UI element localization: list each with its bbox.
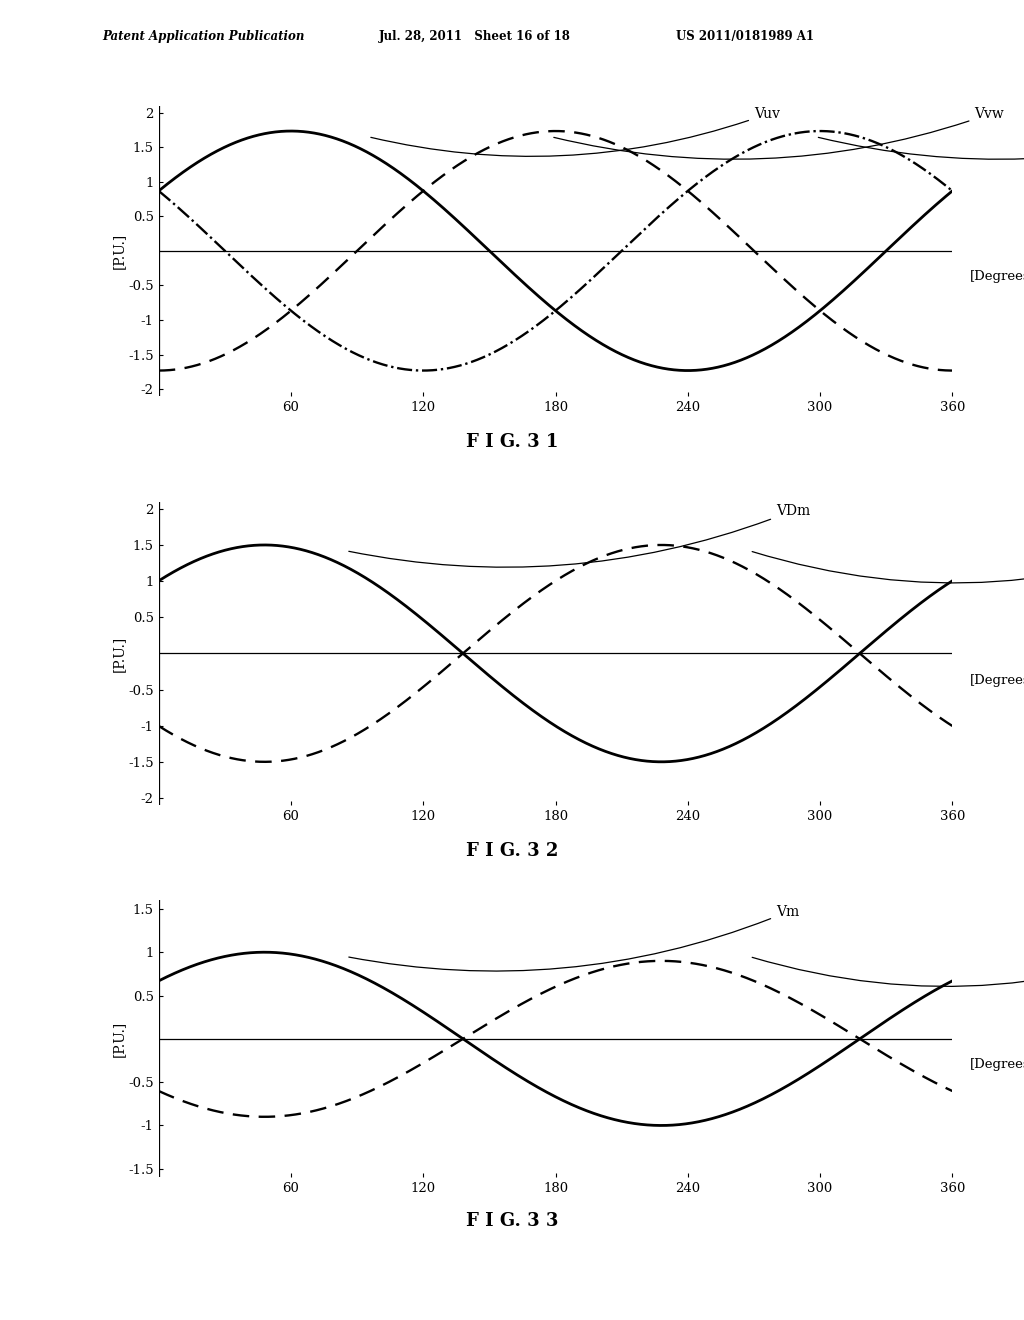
Text: [Degrees]: [Degrees] xyxy=(970,271,1024,284)
Y-axis label: [P.U.]: [P.U.] xyxy=(112,232,126,269)
Text: F I G. 3 1: F I G. 3 1 xyxy=(466,433,558,451)
Text: Patent Application Publication: Patent Application Publication xyxy=(102,30,305,44)
Text: Vuv: Vuv xyxy=(371,107,780,156)
Text: VDm: VDm xyxy=(349,504,810,568)
Y-axis label: [P.U.]: [P.U.] xyxy=(112,635,126,672)
Text: Vwu: Vwu xyxy=(818,107,1024,160)
Text: F I G. 3 2: F I G. 3 2 xyxy=(466,842,558,861)
Text: [Degrees]: [Degrees] xyxy=(970,673,1024,686)
Text: [Degrees]: [Degrees] xyxy=(970,1057,1024,1071)
Text: Vt: Vt xyxy=(753,904,1024,986)
Text: VDt: VDt xyxy=(753,504,1024,583)
Text: Vvw: Vvw xyxy=(554,107,1005,160)
Text: Vm: Vm xyxy=(349,904,799,972)
Text: US 2011/0181989 A1: US 2011/0181989 A1 xyxy=(676,30,814,44)
Y-axis label: [P.U.]: [P.U.] xyxy=(112,1020,126,1057)
Text: F I G. 3 3: F I G. 3 3 xyxy=(466,1212,558,1230)
Text: Jul. 28, 2011   Sheet 16 of 18: Jul. 28, 2011 Sheet 16 of 18 xyxy=(379,30,570,44)
